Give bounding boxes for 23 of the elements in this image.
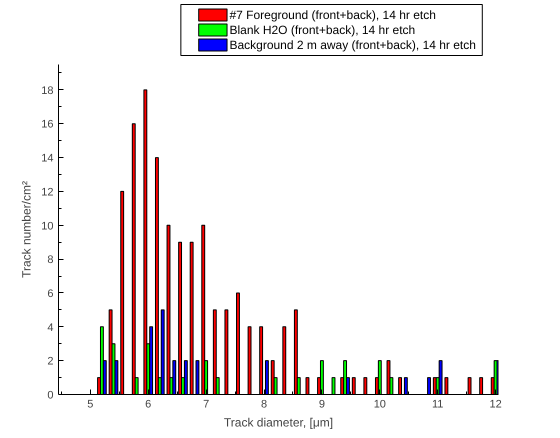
y-tick-label: 16 <box>41 118 54 131</box>
x-tick-label: 9 <box>318 398 325 410</box>
x-tick-label: 11 <box>432 398 444 410</box>
legend-label: Background 2 m away (front+back), 14 hr etch <box>229 38 476 52</box>
legend-label: #7 Foreground (front+back), 14 hr etch <box>229 8 436 22</box>
y-tick-label: 14 <box>41 152 54 165</box>
x-axis-title: Track diameter, [μm] <box>224 416 334 430</box>
y-tick-label: 18 <box>41 84 54 97</box>
y-tick-label: 4 <box>47 322 54 334</box>
y-tick-label: 6 <box>47 288 54 300</box>
x-tick-label: 10 <box>374 398 386 410</box>
x-tick-label: 7 <box>203 398 210 410</box>
y-tick-label: 0 <box>47 390 54 402</box>
x-tick-label: 6 <box>145 398 152 410</box>
y-tick-label: 8 <box>47 254 54 266</box>
y-tick-label: 12 <box>41 186 54 198</box>
x-tick-label: 8 <box>260 398 268 410</box>
y-axis-title: Track number/cm² <box>19 181 34 278</box>
legend-label: Blank H2O (front+back), 14 hr etch <box>229 23 416 37</box>
x-tick-label: 12 <box>489 398 502 410</box>
x-tick-label: 5 <box>87 398 94 410</box>
y-tick-label: 2 <box>47 356 54 368</box>
y-tick-label: 10 <box>41 220 54 232</box>
